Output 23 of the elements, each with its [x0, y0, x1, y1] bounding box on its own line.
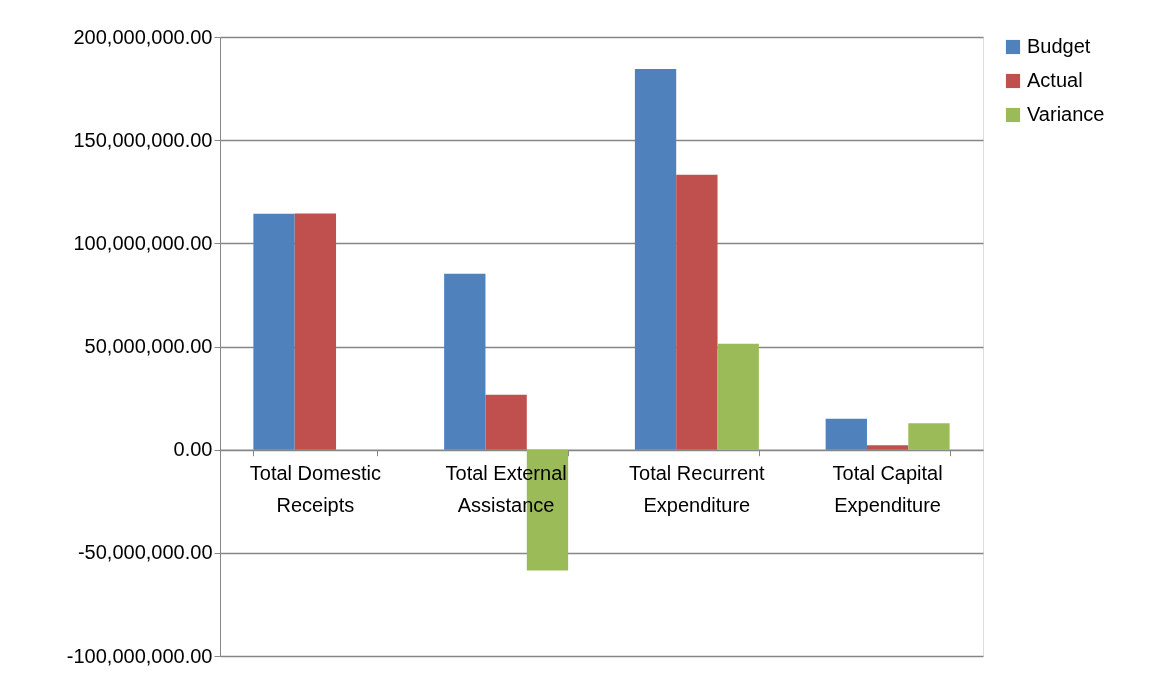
bar: [253, 213, 295, 450]
x-tick-label: Total Recurrent Expenditure: [629, 461, 766, 516]
bar: [444, 273, 486, 450]
legend-label: Actual: [1027, 69, 1083, 91]
bar: [485, 394, 527, 450]
x-tick-label: Total Domestic Receipts: [249, 461, 381, 516]
bar: [294, 213, 337, 450]
bar: [717, 343, 759, 450]
x-tick-label: Total Capital Expenditure: [832, 461, 943, 516]
bar: [825, 418, 867, 450]
bar: [908, 423, 950, 450]
y-tick-label: 0.00: [173, 438, 213, 461]
bar: [676, 174, 718, 450]
y-tick-label: 100,000,000.00: [73, 231, 213, 254]
y-tick-label: 200,000,000.00: [73, 25, 213, 48]
y-tick-label: -50,000,000.00: [77, 541, 213, 564]
y-tick-label: -100,000,000.00: [66, 644, 213, 667]
legend-label: Budget: [1027, 35, 1091, 57]
y-tick-label: 50,000,000.00: [84, 335, 213, 357]
y-tick-label: 150,000,000.00: [73, 128, 213, 151]
bar: [866, 445, 909, 450]
bar: [634, 68, 677, 450]
legend-label: Variance: [1027, 103, 1105, 125]
